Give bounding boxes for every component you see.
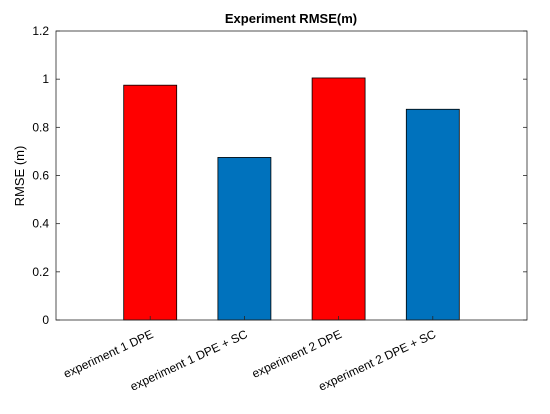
y-axis-label: RMSE (m) (12, 146, 27, 207)
bars-group (123, 77, 460, 321)
y-tick-label: 0.2 (32, 265, 49, 279)
y-tick-label: 0.4 (32, 217, 49, 231)
bar-2 (217, 157, 272, 321)
y-tick-label: 1.2 (32, 24, 49, 38)
y-tick-label: 1 (42, 72, 49, 86)
bar-1 (123, 84, 178, 321)
y-tick-label: 0.6 (32, 169, 49, 183)
y-ticks-group: 0 0.2 0.4 0.6 0.8 1 1.2 (32, 24, 527, 327)
x-tick-label: experiment 1 DPE (61, 327, 155, 381)
chart-title: Experiment RMSE(m) (225, 11, 357, 26)
x-tick-label: experiment 2 DPE (250, 327, 344, 381)
bar-4 (405, 108, 460, 321)
bar-3 (311, 77, 366, 321)
y-tick-label: 0 (42, 313, 49, 327)
y-tick-label: 0.8 (32, 120, 49, 134)
plot-frame (55, 30, 528, 321)
